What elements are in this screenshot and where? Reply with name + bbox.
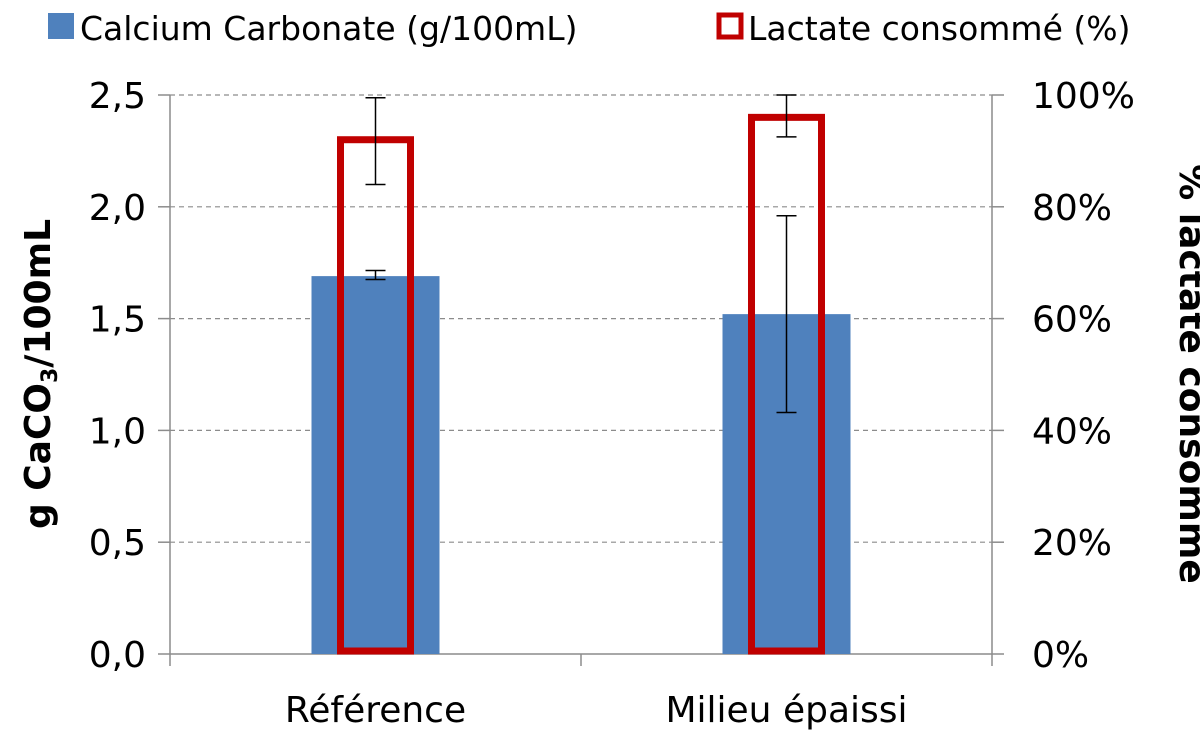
y-right-tick-label: 80% (1032, 188, 1112, 229)
error-bars (365, 94, 797, 414)
legend-swatch-calcium (48, 13, 74, 39)
y-right-tick-label: 40% (1032, 411, 1112, 452)
legend-label-calcium: Calcium Carbonate (g/100mL) (80, 9, 577, 48)
legend-label-lactate: Lactate consommé (%) (748, 9, 1130, 48)
y-left-tick-label: 2,5 (89, 76, 146, 117)
x-tick-label: Milieu épaissi (665, 690, 907, 731)
bar-calcium-carbonate (311, 276, 440, 654)
axes (158, 94, 1004, 666)
y-right-tick-label: 0% (1032, 635, 1089, 676)
y-left-tick-labels: 0,0 0,5 1,0 1,5 2,0 2,5 (89, 76, 146, 676)
y-left-tick-label: 1,5 (89, 300, 146, 341)
y-right-tick-label: 20% (1032, 523, 1112, 564)
gridlines (170, 94, 992, 543)
legend-swatch-lactate (716, 12, 744, 40)
y-right-axis-title: % lactate consommé (1171, 164, 1200, 584)
y-left-tick-label: 0,5 (89, 523, 146, 564)
y-left-tick-label: 1,0 (89, 411, 146, 452)
legend: Calcium Carbonate (g/100mL) Lactate cons… (48, 9, 1130, 48)
y-right-tick-label: 60% (1032, 300, 1112, 341)
y-right-tick-labels: 0% 20% 40% 60% 80% 100% (1032, 76, 1135, 676)
y-right-tick-label: 100% (1032, 76, 1135, 117)
x-tick-label: Référence (285, 690, 466, 731)
y-left-tick-label: 0,0 (89, 635, 146, 676)
y-left-tick-label: 2,0 (89, 188, 146, 229)
y-left-axis-title: g CaCO3/100mL (18, 219, 63, 529)
x-tick-labels: Référence Milieu épaissi (285, 690, 908, 731)
bars (311, 113, 851, 655)
